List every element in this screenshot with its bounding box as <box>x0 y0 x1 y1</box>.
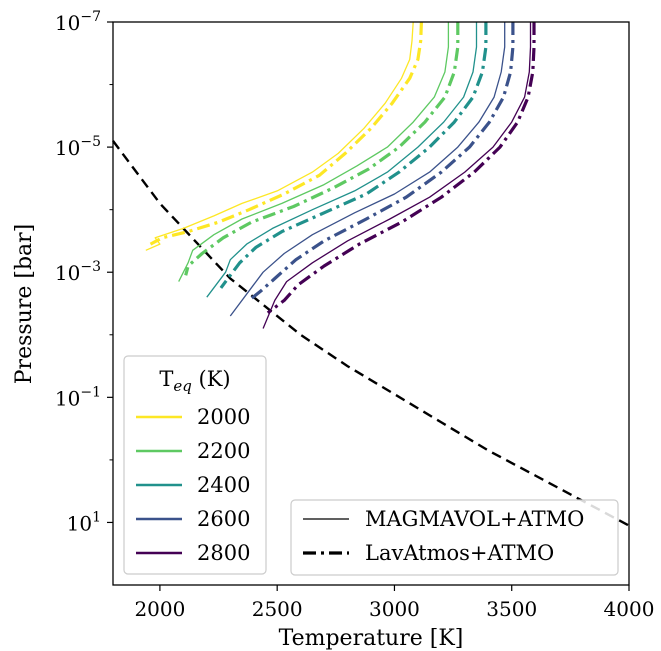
x-tick-label: 2500 <box>252 597 303 621</box>
series-line-magmavol-2000 <box>145 21 414 251</box>
series-line-magmavol-2400 <box>206 22 478 298</box>
legend-label-2600: 2600 <box>197 507 250 531</box>
legend-label-2200: 2200 <box>197 439 250 463</box>
series-2800 <box>262 22 536 329</box>
y-tick-label: 101 <box>67 509 101 535</box>
reference-line-layer <box>112 140 630 527</box>
legend-teq-title: Teq (K) <box>159 367 230 395</box>
series-line-lavatmos-2200 <box>184 22 460 276</box>
series-line-magmavol-2800 <box>262 22 532 329</box>
x-tick-label: 4000 <box>604 597 655 621</box>
x-tick-label: 2000 <box>134 597 185 621</box>
y-tick-label: 10−5 <box>55 134 101 160</box>
legend-models-frame <box>290 499 619 576</box>
series-2600 <box>229 22 515 317</box>
series-line-lavatmos-2000 <box>149 21 423 246</box>
y-tick-label: 10−7 <box>55 9 101 35</box>
legend-label-2400: 2400 <box>197 473 250 497</box>
x-tick-label: 3000 <box>369 597 420 621</box>
legend-label-2000: 2000 <box>197 405 250 429</box>
series-layer <box>145 21 536 329</box>
y-axis-label: Pressure [bar] <box>12 224 37 385</box>
y-axis: 10−7 10−5 10−3 10−1 101 <box>55 9 113 535</box>
legend-teq: Teq (K) 2000 2200 2400 2600 2800 <box>123 355 267 575</box>
series-line-magmavol-2200 <box>178 22 450 282</box>
series-2200 <box>178 22 460 282</box>
series-line-magmavol-2600 <box>229 22 506 317</box>
legend-label-model-0: MAGMAVOL+ATMO <box>365 507 584 531</box>
x-axis: 2000 2500 3000 3500 4000 <box>134 585 654 621</box>
series-line-lavatmos-2400 <box>219 22 488 289</box>
legend-label-model-1: LavAtmos+ATMO <box>365 541 554 565</box>
y-tick-label: 10−3 <box>55 259 101 285</box>
y-tick-label: 10−1 <box>55 384 101 410</box>
series-2000 <box>145 21 423 251</box>
x-tick-label: 3500 <box>486 597 537 621</box>
legend-models: MAGMAVOL+ATMO LavAtmos+ATMO <box>290 499 619 576</box>
x-axis-label: Temperature [K] <box>279 626 464 651</box>
series-2400 <box>206 22 488 298</box>
series-line-lavatmos-2800 <box>266 22 536 315</box>
legend-label-2800: 2800 <box>197 541 250 565</box>
series-line-lavatmos-2600 <box>248 22 515 302</box>
plot-frame <box>112 21 630 586</box>
reference-dashed-line <box>112 140 630 527</box>
